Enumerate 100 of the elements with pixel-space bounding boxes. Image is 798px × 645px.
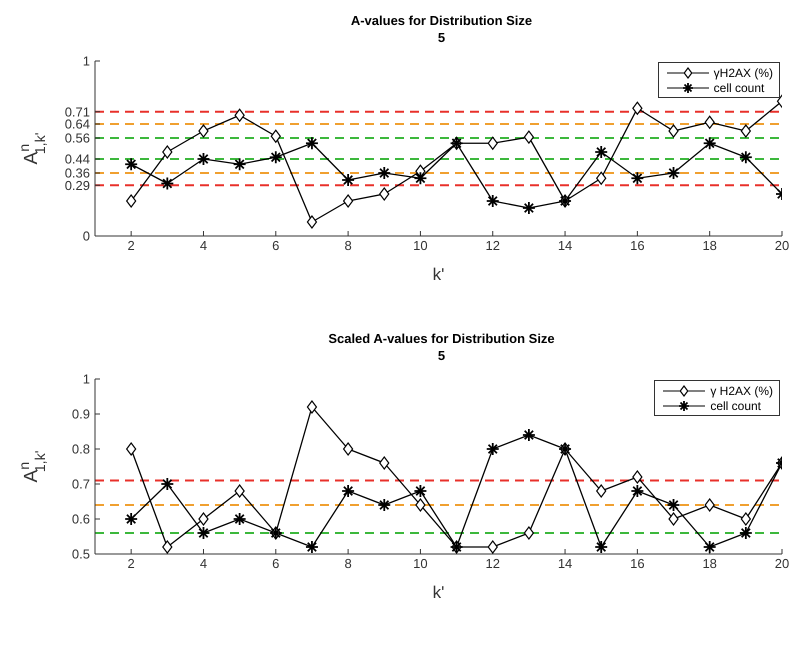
- point: [124, 157, 138, 172]
- chart-title: A-values for Distribution Size: [350, 12, 534, 29]
- point: [126, 194, 136, 208]
- y-tick-label: 0.71: [64, 104, 90, 120]
- y-tick-label: 1: [82, 372, 90, 387]
- point: [343, 194, 354, 208]
- point: [704, 498, 715, 512]
- point: [341, 173, 356, 187]
- point: [305, 540, 319, 554]
- point: [596, 484, 606, 498]
- point: [377, 166, 392, 180]
- point: [666, 498, 680, 512]
- point: [162, 540, 172, 554]
- point: [160, 477, 174, 491]
- point: [124, 512, 138, 526]
- x-tick-label: 14: [558, 238, 572, 254]
- point: [196, 526, 210, 540]
- point: [594, 540, 608, 554]
- point: [630, 171, 644, 186]
- point: [740, 124, 751, 138]
- point: [668, 512, 679, 526]
- point: [198, 124, 209, 138]
- y-tick-label: 0.7: [72, 476, 90, 492]
- point: [704, 116, 715, 129]
- point: [234, 484, 245, 498]
- point: [596, 172, 606, 185]
- point: [234, 108, 245, 122]
- point: [268, 150, 283, 164]
- point: [594, 145, 608, 159]
- x-tick-label: 12: [486, 238, 500, 254]
- legend-label: cell count: [710, 398, 762, 412]
- x-tick-label: 10: [413, 556, 428, 572]
- y-tick-label: 0.5: [72, 546, 90, 562]
- y-tick-label: 0.44: [64, 152, 90, 167]
- point: [379, 456, 390, 470]
- point: [524, 130, 534, 144]
- y-tick-label: 0.6: [72, 512, 90, 527]
- x-tick-label: 18: [702, 556, 717, 572]
- x-tick-label: 4: [200, 556, 208, 572]
- point: [738, 526, 753, 540]
- point: [379, 187, 390, 201]
- chart-title: Scaled A-values for Distribution Size: [327, 330, 556, 347]
- point: [126, 442, 136, 456]
- x-tick-label: 4: [200, 238, 208, 254]
- point: [196, 152, 210, 166]
- point: [232, 512, 247, 526]
- x-tick-label: 6: [272, 556, 280, 572]
- chart-subtitle: 5: [436, 29, 446, 46]
- point: [341, 484, 356, 498]
- point: [488, 540, 498, 554]
- y-tick-label: 0.9: [72, 406, 90, 422]
- x-tick-label: 18: [702, 238, 717, 254]
- x-axis-title: k': [432, 583, 444, 602]
- point: [415, 498, 426, 512]
- x-tick-label: 2: [128, 238, 135, 254]
- x-tick-label: 20: [774, 556, 790, 572]
- point: [488, 136, 498, 150]
- chart-subtitle: 5: [436, 347, 446, 364]
- point: [668, 124, 679, 138]
- y-tick-label: 1: [82, 54, 90, 69]
- x-tick-label: 6: [272, 238, 280, 254]
- legend-label: γ H2AX (%): [710, 384, 773, 398]
- point: [377, 498, 392, 512]
- point: [632, 102, 642, 115]
- x-tick-label: 10: [413, 238, 428, 254]
- point: [270, 130, 281, 143]
- legend-label: γH2AX (%): [714, 66, 773, 80]
- point: [414, 484, 428, 498]
- point: [306, 215, 318, 229]
- point: [160, 176, 174, 190]
- point: [414, 171, 428, 186]
- point: [666, 166, 680, 180]
- x-tick-label: 12: [486, 556, 500, 572]
- y-tick-label: 0.8: [72, 442, 90, 457]
- x-tick-label: 8: [344, 556, 352, 572]
- point: [162, 145, 172, 159]
- point: [702, 136, 717, 150]
- x-tick-label: 8: [344, 238, 352, 254]
- point: [632, 470, 642, 484]
- legend-label: cell count: [714, 80, 764, 94]
- point: [740, 512, 751, 526]
- y-tick-label: 0.56: [64, 130, 90, 146]
- point: [305, 136, 319, 150]
- y-tick-label: 0.64: [64, 116, 90, 132]
- point: [630, 484, 644, 498]
- point: [232, 157, 247, 172]
- y-tick-label: 0: [82, 228, 90, 244]
- x-axis-title: k': [432, 265, 444, 284]
- point: [738, 150, 753, 164]
- x-tick-label: 16: [630, 238, 645, 254]
- point: [522, 428, 536, 442]
- x-tick-label: 2: [128, 556, 135, 572]
- point: [486, 194, 500, 208]
- x-tick-label: 14: [558, 556, 572, 572]
- point: [343, 442, 354, 456]
- x-tick-label: 16: [630, 556, 645, 572]
- point: [702, 540, 717, 554]
- point: [524, 526, 534, 540]
- point: [198, 512, 209, 526]
- point: [306, 400, 318, 414]
